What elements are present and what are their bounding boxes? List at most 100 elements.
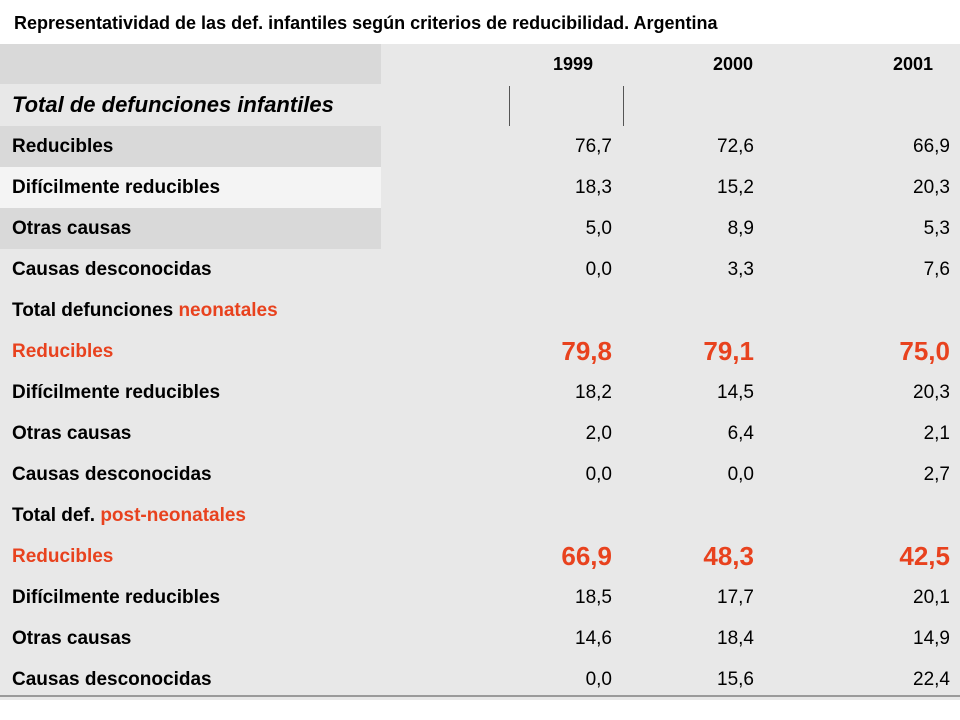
cell-value-2000: 17,7 — [717, 586, 754, 608]
cell-value-1999: 79,8 — [561, 336, 612, 366]
row-label-text: Difícilmente reducibles — [12, 176, 221, 198]
section-heading-values — [381, 84, 960, 126]
row-values: 18,2 14,5 20,3 — [381, 372, 960, 413]
row-label: Difícilmente reducibles — [0, 372, 381, 413]
row-values: 18,5 17,7 20,1 — [381, 577, 960, 618]
cell-value-1999: 18,3 — [575, 176, 612, 198]
cell-value-2000: 3,3 — [727, 258, 754, 280]
header-values: 1999 2000 2001 — [381, 44, 960, 84]
cell-value-2001: 42,5 — [899, 541, 950, 571]
cell-value-2001: 20,3 — [913, 381, 950, 403]
table-row: Difícilmente reducibles 18,5 17,7 20,1 — [0, 577, 960, 618]
row-label: Causas desconocidas — [0, 249, 381, 290]
row-label: Otras causas — [0, 413, 381, 454]
divider-line — [623, 86, 624, 126]
row-label: Causas desconocidas — [0, 659, 381, 700]
section-heading-infantiles: Total de defunciones infantiles — [0, 84, 960, 126]
row-label-text: Otras causas — [12, 217, 132, 239]
table-row: Total defunciones neonatales — [0, 290, 960, 331]
row-values: 0,0 3,3 7,6 — [381, 249, 960, 290]
cell-value-2001: 66,9 — [913, 135, 950, 157]
row-values: 18,3 15,2 20,3 — [381, 167, 960, 208]
row-values — [381, 495, 960, 536]
row-values: 5,0 8,9 5,3 — [381, 208, 960, 249]
cell-value-2000: 14,5 — [717, 381, 754, 403]
cell-value-2001: 2,7 — [923, 463, 950, 485]
cell-value-1999: 14,6 — [575, 627, 612, 649]
table-row: Total def. post-neonatales — [0, 495, 960, 536]
cell-value-1999: 5,0 — [585, 217, 612, 239]
row-values: 14,6 18,4 14,9 — [381, 618, 960, 659]
cell-value-1999: 18,2 — [575, 381, 612, 403]
chart-title: Representatividad de las def. infantiles… — [14, 13, 718, 33]
cell-value-2001: 2,1 — [923, 422, 950, 444]
table-row: Reducibles 76,7 72,6 66,9 — [0, 126, 960, 167]
cell-value-2000: 15,2 — [717, 176, 754, 198]
cell-value-2001: 14,9 — [913, 627, 950, 649]
header-row: 1999 2000 2001 — [0, 44, 960, 84]
cell-value-2001: 20,1 — [913, 586, 950, 608]
cell-value-2001: 5,3 — [923, 217, 950, 239]
divider-line — [509, 86, 510, 126]
row-label: Difícilmente reducibles — [0, 167, 381, 208]
table-row: Reducibles 66,9 48,3 42,5 — [0, 536, 960, 577]
row-label-text: Difícilmente reducibles — [12, 381, 221, 403]
cell-value-2001: 22,4 — [913, 668, 950, 690]
row-values — [381, 290, 960, 331]
cell-value-1999: 2,0 — [585, 422, 612, 444]
column-header-2000: 2000 — [712, 53, 753, 74]
row-values: 76,7 72,6 66,9 — [381, 126, 960, 167]
row-values: 79,8 79,1 75,0 — [381, 331, 960, 372]
table-row: Causas desconocidas 0,0 3,3 7,6 — [0, 249, 960, 290]
row-values: 2,0 6,4 2,1 — [381, 413, 960, 454]
data-table: 1999 2000 2001 Total de defunciones infa… — [0, 44, 960, 700]
row-label: Reducibles — [0, 126, 381, 167]
cell-value-2001: 20,3 — [913, 176, 950, 198]
cell-value-1999: 0,0 — [585, 668, 612, 690]
section-heading-accent: neonatales — [178, 299, 278, 321]
cell-value-2000: 79,1 — [703, 336, 754, 366]
row-label-text: Reducibles — [12, 545, 114, 567]
row-label-text: Difícilmente reducibles — [12, 586, 221, 608]
table-bottom-border — [0, 695, 960, 697]
row-values: 0,0 0,0 2,7 — [381, 454, 960, 495]
cell-value-2000: 18,4 — [717, 627, 754, 649]
table-row: Difícilmente reducibles 18,2 14,5 20,3 — [0, 372, 960, 413]
table-row: Otras causas 5,0 8,9 5,3 — [0, 208, 960, 249]
row-label-text: Causas desconocidas — [12, 258, 212, 280]
table-row: Causas desconocidas 0,0 0,0 2,7 — [0, 454, 960, 495]
cell-value-2000: 15,6 — [717, 668, 754, 690]
table-row: Difícilmente reducibles 18,3 15,2 20,3 — [0, 167, 960, 208]
column-header-1999: 1999 — [552, 53, 593, 74]
table-row: Otras causas 2,0 6,4 2,1 — [0, 413, 960, 454]
row-label: Difícilmente reducibles — [0, 577, 381, 618]
cell-value-1999: 66,9 — [561, 541, 612, 571]
cell-value-1999: 0,0 — [585, 258, 612, 280]
cell-value-2000: 6,4 — [727, 422, 754, 444]
cell-value-1999: 76,7 — [575, 135, 612, 157]
row-label: Otras causas — [0, 618, 381, 659]
row-label: Causas desconocidas — [0, 454, 381, 495]
cell-value-1999: 18,5 — [575, 586, 612, 608]
row-label-text: Otras causas — [12, 422, 132, 444]
row-label-section-heading: Total defunciones neonatales — [0, 290, 381, 331]
cell-value-2001: 7,6 — [923, 258, 950, 280]
cell-value-2000: 0,0 — [727, 463, 754, 485]
section-heading-label: Total de defunciones infantiles — [0, 84, 381, 126]
cell-value-2001: 75,0 — [899, 336, 950, 366]
row-label: Otras causas — [0, 208, 381, 249]
row-label-text: Reducibles — [12, 340, 114, 362]
table-row: Otras causas 14,6 18,4 14,9 — [0, 618, 960, 659]
row-label: Reducibles — [0, 331, 381, 372]
row-label-section-heading: Total def. post-neonatales — [0, 495, 381, 536]
row-values: 66,9 48,3 42,5 — [381, 536, 960, 577]
header-label-cell — [0, 44, 381, 84]
table-row: Causas desconocidas 0,0 15,6 22,4 — [0, 659, 960, 700]
cell-value-2000: 72,6 — [717, 135, 754, 157]
cell-value-2000: 48,3 — [703, 541, 754, 571]
table-row: Reducibles 79,8 79,1 75,0 — [0, 331, 960, 372]
row-label: Reducibles — [0, 536, 381, 577]
cell-value-1999: 0,0 — [585, 463, 612, 485]
column-header-2001: 2001 — [892, 53, 933, 74]
cell-value-2000: 8,9 — [727, 217, 754, 239]
